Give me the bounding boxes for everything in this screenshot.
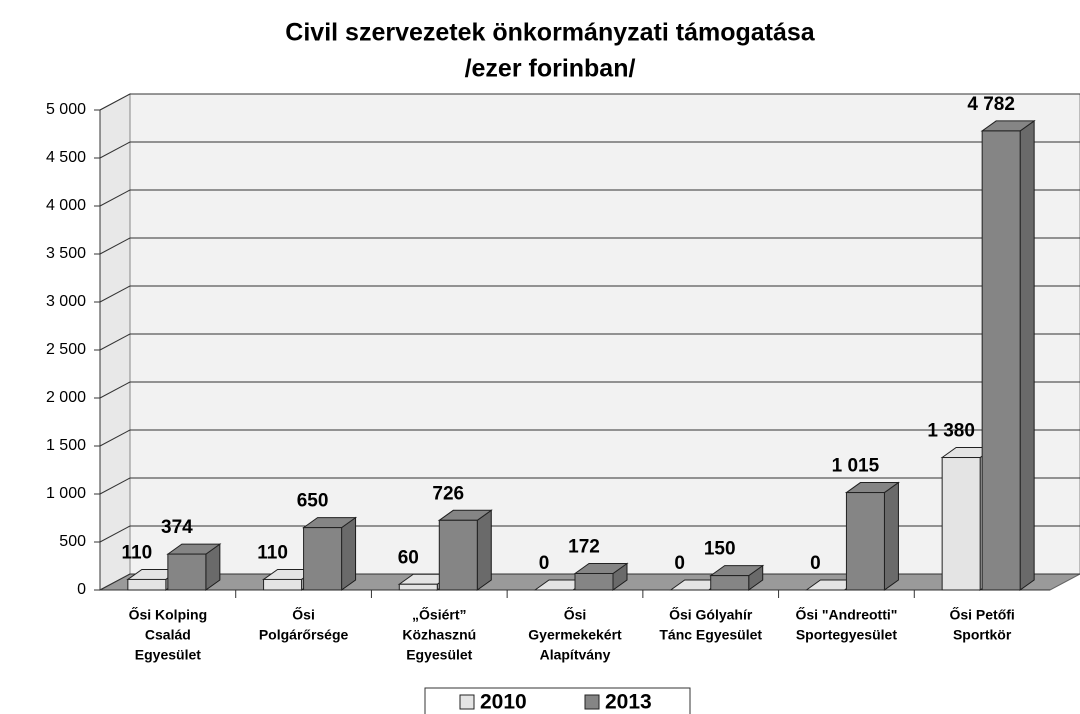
value-label: 650 xyxy=(297,491,329,512)
bar xyxy=(941,457,981,591)
grid-line xyxy=(99,93,131,111)
x-tick-label: Tánc Egyesület xyxy=(659,627,762,643)
x-tick-label: Ősi Petőfi xyxy=(949,606,1014,623)
grid-line xyxy=(99,525,131,543)
x-tick-label: Ősi Kolping xyxy=(129,606,208,623)
bar-side xyxy=(883,481,899,591)
value-label: 0 xyxy=(539,553,550,574)
value-label: 374 xyxy=(161,517,193,538)
chart-title: Civil szervezetek önkormányzati támogatá… xyxy=(285,19,815,47)
y-tick-label: 500 xyxy=(59,533,86,550)
grid-line xyxy=(99,141,131,159)
y-tick-label: 3 500 xyxy=(46,245,86,262)
value-label: 4 782 xyxy=(967,94,1015,115)
bar xyxy=(263,578,303,591)
bar xyxy=(574,572,614,591)
y-tick-label: 0 xyxy=(77,581,86,598)
grid-line xyxy=(99,285,131,303)
value-label: 0 xyxy=(674,553,685,574)
x-tick-label: Egyesület xyxy=(135,647,201,663)
bar xyxy=(167,553,207,591)
bar-side xyxy=(341,516,357,591)
grid-line xyxy=(99,573,131,591)
y-tick-label: 2 000 xyxy=(46,389,86,406)
grid-line xyxy=(99,237,131,255)
value-label: 1 015 xyxy=(832,456,880,477)
value-label: 110 xyxy=(257,542,288,563)
x-tick-label: Gyermekekért xyxy=(528,627,622,643)
x-tick-label: Ősi "Andreotti" xyxy=(795,606,897,623)
bar xyxy=(303,527,343,591)
grid-line xyxy=(99,381,131,399)
value-label: 0 xyxy=(810,553,821,574)
y-tick-label: 4 000 xyxy=(46,197,86,214)
bar-side xyxy=(476,509,492,591)
bar xyxy=(845,492,885,591)
grid-line xyxy=(99,477,131,495)
x-tick-label: Sportkör xyxy=(953,627,1012,643)
legend-label: 2013 xyxy=(605,691,652,714)
value-label: 60 xyxy=(398,547,419,568)
x-tick-label: Egyesület xyxy=(406,647,472,663)
grid-line xyxy=(99,429,131,447)
bar xyxy=(398,583,438,591)
chart-title: /ezer forinban/ xyxy=(465,55,636,83)
value-label: 1 380 xyxy=(927,421,975,442)
bar-side xyxy=(1019,119,1035,591)
value-label: 172 xyxy=(568,537,600,558)
bar xyxy=(438,519,478,591)
x-tick-label: Közhasznú xyxy=(402,627,476,643)
bar xyxy=(127,578,167,591)
y-tick-label: 3 000 xyxy=(46,293,86,310)
x-tick-label: Sportegyesület xyxy=(796,627,897,643)
x-tick-label: Polgárőrsége xyxy=(259,627,349,643)
grid-line xyxy=(99,189,131,207)
x-tick-label: Ősi xyxy=(292,606,315,623)
y-tick-label: 1 500 xyxy=(46,437,86,454)
x-tick-label: Ősi xyxy=(564,606,587,623)
y-tick-label: 2 500 xyxy=(46,341,86,358)
x-tick-label: Család xyxy=(145,627,191,643)
grid-line xyxy=(99,333,131,351)
y-tick-label: 4 500 xyxy=(46,149,86,166)
legend-label: 2010 xyxy=(480,691,527,714)
y-tick-label: 1 000 xyxy=(46,485,86,502)
value-label: 150 xyxy=(704,539,736,560)
x-tick-label: „Ősiért” xyxy=(412,606,466,623)
y-tick-label: 5 000 xyxy=(46,101,86,118)
value-label: 726 xyxy=(432,483,464,504)
x-tick-label: Ősi Gólyahír xyxy=(669,606,753,623)
bar xyxy=(981,130,1021,591)
legend-swatch xyxy=(584,694,600,710)
x-tick-label: Alapítvány xyxy=(540,647,611,663)
bar xyxy=(710,575,750,591)
value-label: 110 xyxy=(122,542,153,563)
legend-swatch xyxy=(459,694,475,710)
